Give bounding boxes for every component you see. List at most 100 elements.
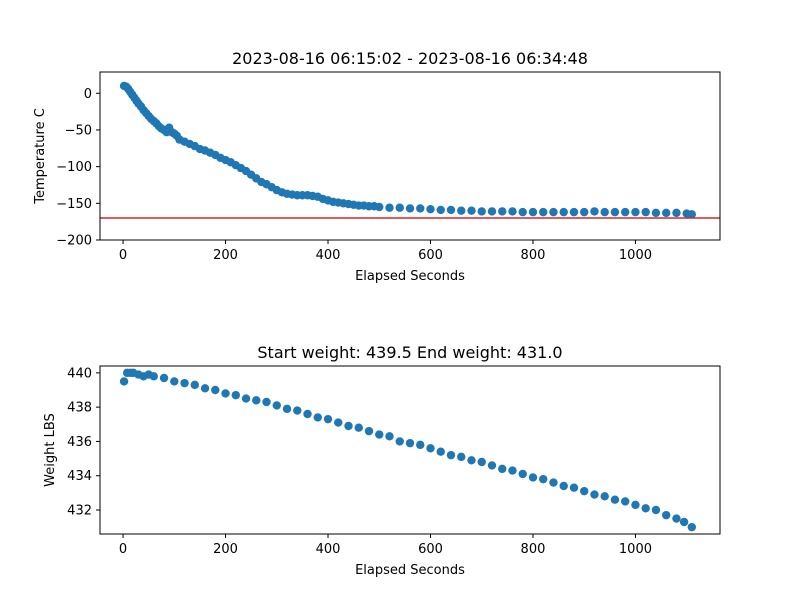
- weight-data-point: [621, 497, 630, 506]
- temperature-x-tick-label: 0: [119, 248, 127, 263]
- weight-data-point: [641, 504, 650, 513]
- temperature-xticks: 0 200 400 600 800 1000: [119, 240, 652, 263]
- weight-y-tick-label: 432: [67, 504, 92, 519]
- weight-data-point: [426, 444, 435, 453]
- weight-data-point: [395, 437, 404, 446]
- weight-data-point: [313, 413, 322, 422]
- temperature-data-point: [641, 207, 650, 217]
- weight-y-tick-label: 436: [67, 435, 92, 450]
- temperature-data-point: [662, 208, 671, 218]
- temperature-data-point: [631, 207, 640, 217]
- weight-x-axis-label: Elapsed Seconds: [355, 563, 465, 578]
- weight-x-tick-label: 1000: [619, 542, 652, 557]
- weight-data-point: [446, 450, 456, 460]
- weight-data-point: [518, 469, 527, 479]
- temperature-y-tick-label: −50: [65, 123, 92, 138]
- weight-data-point: [211, 385, 220, 395]
- weight-data-point: [549, 478, 558, 487]
- weight-data-point: [354, 423, 363, 432]
- weight-data-point: [262, 397, 271, 407]
- weight-data-point: [687, 522, 697, 532]
- temperature-plot: 2023-08-16 06:15:02 - 2023-08-16 06:34:4…: [33, 49, 721, 284]
- temperature-data-point: [436, 205, 445, 215]
- temperature-data-point: [569, 207, 579, 217]
- weight-data-point: [610, 495, 620, 504]
- weight-data-point: [221, 389, 230, 398]
- weight-y-axis-label: Weight LBS: [43, 413, 58, 487]
- weight-y-tick-label: 434: [67, 469, 92, 484]
- temperature-y-tick-label: −150: [56, 197, 92, 212]
- temperature-data-point: [528, 207, 538, 217]
- weight-data-point: [559, 481, 568, 491]
- temperature-data-point: [395, 203, 404, 212]
- temperature-plot-title: 2023-08-16 06:15:02 - 2023-08-16 06:34:4…: [232, 49, 588, 68]
- weight-x-tick-label: 200: [213, 542, 238, 557]
- weight-data-point: [180, 378, 189, 388]
- temperature-data-point: [687, 210, 697, 219]
- weight-data-point: [200, 384, 210, 393]
- weight-data-point: [600, 492, 609, 501]
- weight-data-point: [149, 372, 158, 381]
- weight-data-point: [282, 404, 292, 414]
- temperature-data-point: [405, 204, 415, 213]
- temperature-data-point: [518, 207, 527, 217]
- temperature-yticks: 0 −50 −100 −150 −200: [56, 87, 100, 249]
- temperature-x-tick-label: 1000: [619, 248, 652, 263]
- weight-data-point: [580, 486, 589, 496]
- weight-data-point: [590, 490, 599, 499]
- weight-data-point: [119, 377, 129, 386]
- temperature-x-tick-label: 800: [521, 248, 546, 263]
- temperature-data-point: [385, 203, 394, 212]
- weight-data-point: [528, 473, 538, 482]
- temperature-data-point: [416, 204, 425, 213]
- weight-data-point: [498, 464, 507, 474]
- temperature-data-point: [651, 208, 661, 218]
- temperature-data-point: [477, 207, 486, 216]
- weight-data-point: [672, 514, 681, 523]
- weight-data-point: [487, 461, 497, 470]
- weight-data-point: [508, 466, 517, 475]
- weight-data-point: [364, 426, 374, 436]
- weight-y-tick-label: 438: [67, 401, 92, 416]
- temperature-data-point: [457, 206, 466, 215]
- temperature-data-point: [467, 206, 476, 215]
- weight-data-point: [190, 380, 199, 390]
- weight-xticks: 0 200 400 600 800 1000: [119, 534, 652, 557]
- weight-data-point: [467, 456, 476, 465]
- weight-y-tick-label: 440: [67, 366, 92, 381]
- temperature-y-tick-label: 0: [84, 87, 92, 102]
- weight-points: [119, 368, 697, 532]
- temperature-data-point: [580, 207, 589, 217]
- weight-data-point: [662, 510, 671, 520]
- weight-data-point: [631, 500, 640, 510]
- temperature-data-point: [621, 207, 630, 217]
- weight-data-point: [385, 432, 394, 441]
- weight-data-point: [303, 409, 312, 419]
- temperature-data-point: [559, 207, 568, 217]
- weight-data-point: [436, 447, 445, 456]
- temperature-data-point: [375, 202, 384, 212]
- weight-data-point: [457, 452, 466, 462]
- weight-data-point: [241, 394, 251, 403]
- temperature-data-point: [426, 204, 435, 214]
- weight-data-point: [539, 474, 548, 484]
- weight-data-point: [272, 401, 281, 410]
- weight-plot-title: Start weight: 439.5 End weight: 431.0: [257, 343, 562, 362]
- weight-data-point: [159, 373, 169, 383]
- weight-data-point: [323, 414, 333, 424]
- weight-data-point: [375, 430, 384, 439]
- temperature-y-axis-label: Temperature C: [33, 108, 48, 205]
- temperature-y-tick-label: −100: [56, 160, 92, 175]
- temperature-data-point: [508, 207, 517, 216]
- temperature-data-point: [539, 207, 548, 217]
- weight-plot: Start weight: 439.5 End weight: 431.0 0 2…: [43, 343, 721, 578]
- weight-data-point: [293, 406, 302, 415]
- temperature-data-point: [672, 208, 681, 218]
- temperature-y-tick-label: −200: [56, 234, 92, 249]
- weight-data-point: [344, 421, 353, 431]
- weight-x-tick-label: 0: [119, 542, 127, 557]
- weight-data-point: [679, 517, 689, 527]
- temperature-data-point: [610, 207, 620, 217]
- temperature-x-axis-label: Elapsed Seconds: [355, 269, 465, 284]
